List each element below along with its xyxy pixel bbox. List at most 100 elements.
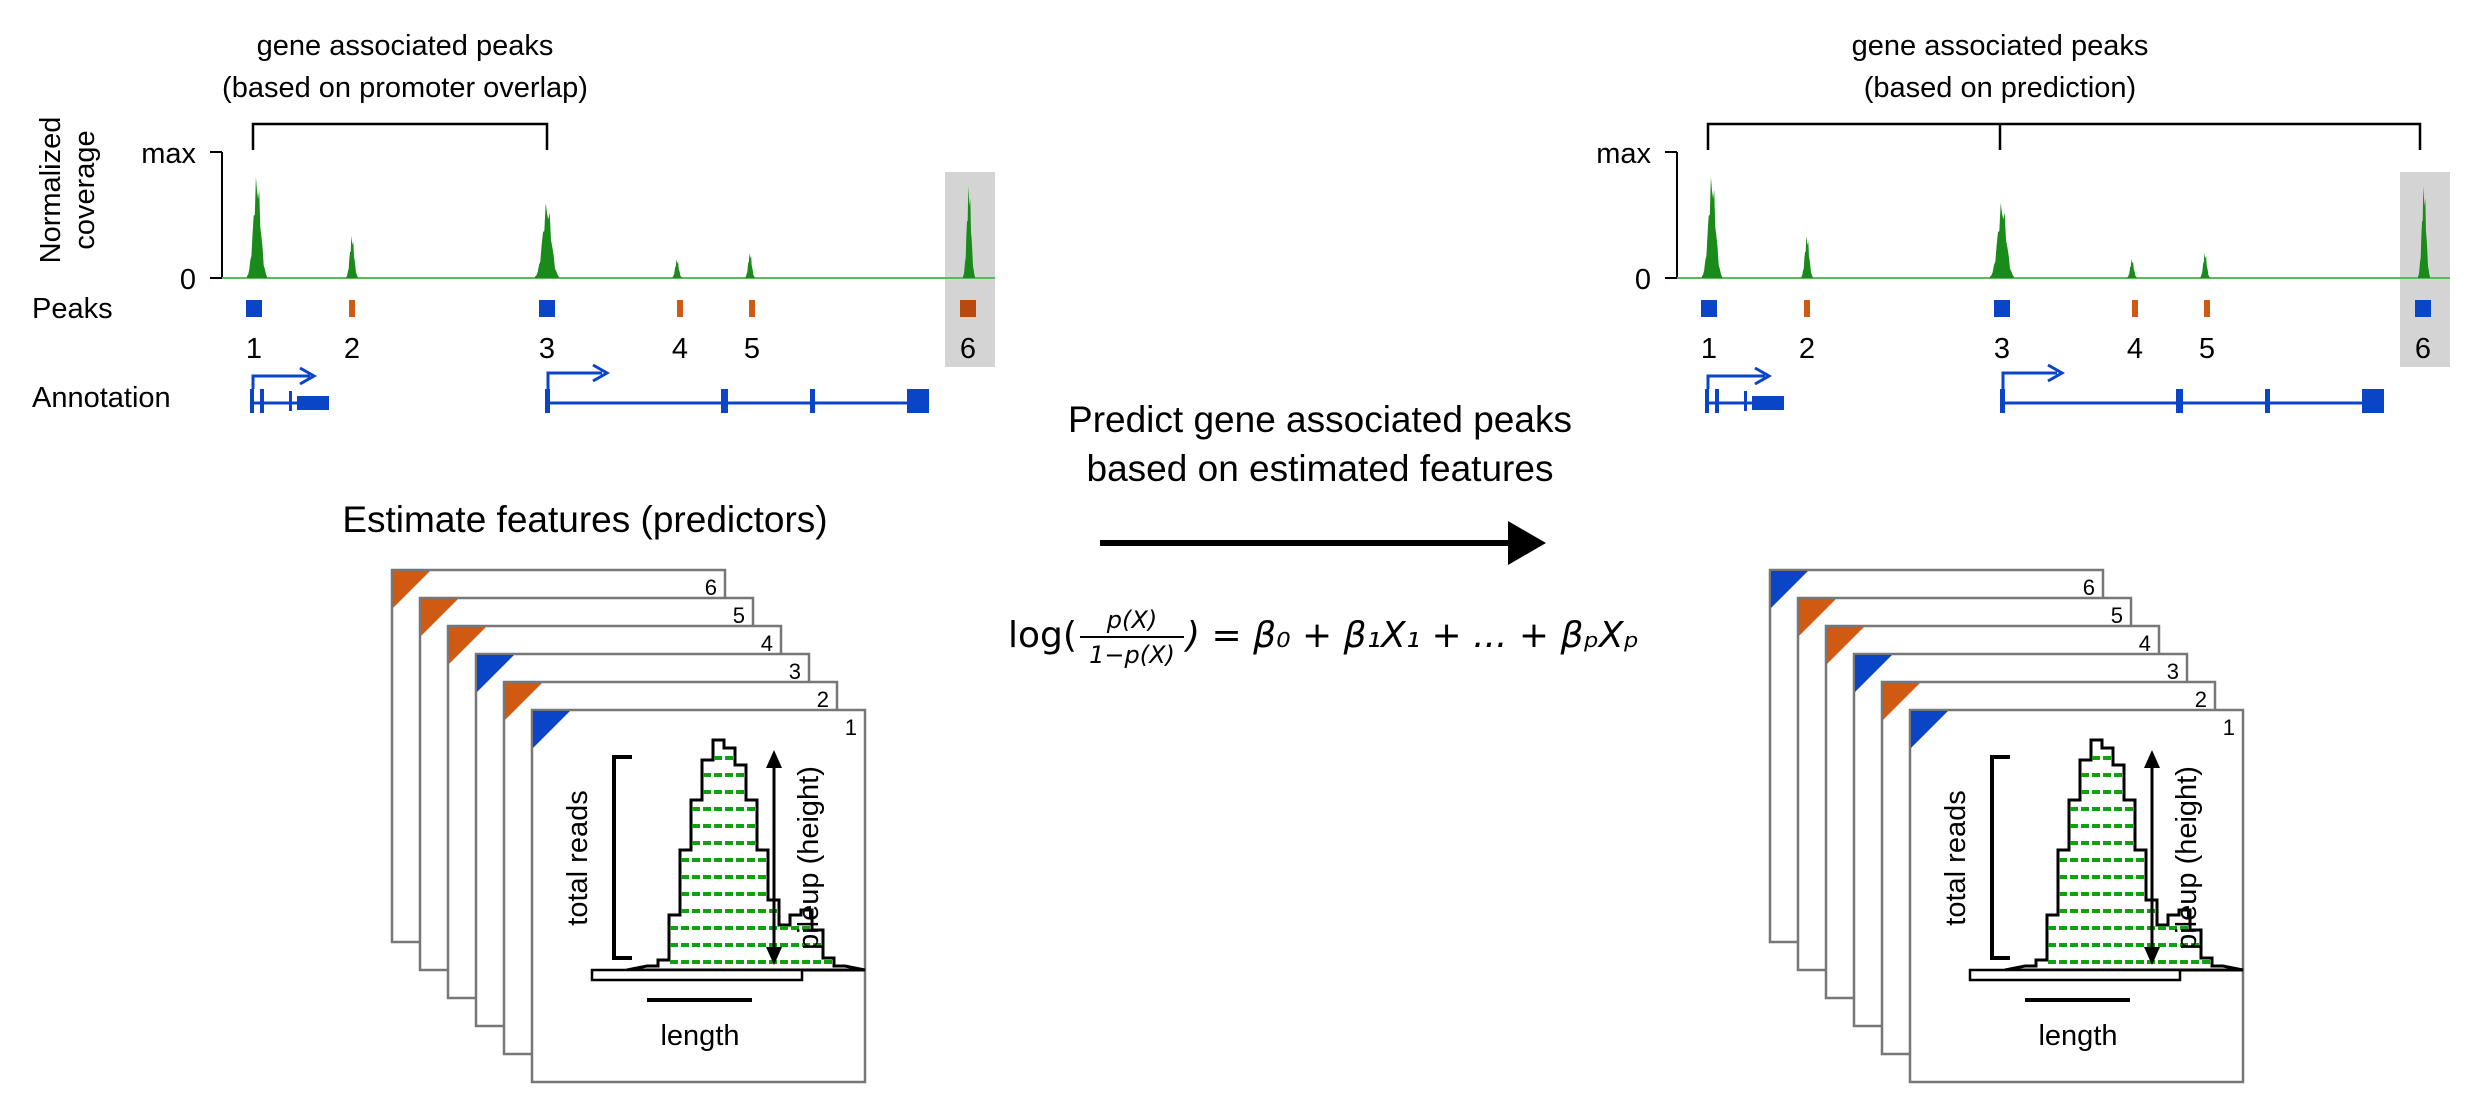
card-corner-orange [393, 571, 430, 608]
peak-number-1: 1 [246, 333, 262, 365]
y-tick-max: max [1596, 138, 1651, 170]
coverage-peak-1 [1702, 176, 1722, 278]
peak-number-2: 2 [344, 333, 360, 365]
total-reads-label: total reads [1940, 790, 1972, 925]
card-corner-orange [1883, 683, 1920, 720]
predict-text-line2: based on estimated features [1087, 448, 1554, 489]
card-number: 6 [705, 575, 717, 600]
prediction-step: Predict gene associated peaks based on e… [1008, 399, 1639, 669]
right-track-panel: gene associated peaks (based on predicti… [1596, 30, 2450, 413]
formula-numerator: p(X) [1106, 606, 1157, 634]
y-tick-zero: 0 [1635, 264, 1651, 296]
peak-number-3: 3 [1994, 333, 2010, 365]
peak-marker-4 [2132, 300, 2138, 317]
y-axis-label-line1: Normalized [35, 117, 67, 264]
card-number: 3 [789, 659, 801, 684]
formula-log: log( [1008, 615, 1077, 656]
card-number: 4 [2139, 631, 2151, 656]
features-title: Estimate features (predictors) [342, 499, 827, 540]
card-corner-blue [1855, 655, 1892, 692]
coverage-track [247, 176, 975, 278]
gene-annotation-track [250, 363, 929, 413]
feature-card-1: 1 total reads pileup (height) length [530, 708, 867, 1084]
coverage-peak-5 [745, 252, 755, 278]
card-corner-orange [505, 683, 542, 720]
card-corner-blue [533, 711, 570, 748]
card-corner-blue [1771, 571, 1808, 608]
card-corner-orange [421, 599, 458, 636]
coverage-peak-4 [2127, 259, 2137, 278]
coverage-peak-4 [672, 259, 682, 278]
peak-number-6: 6 [2415, 333, 2431, 365]
gene-bracket [1706, 122, 2422, 150]
peak-number-2: 2 [1799, 333, 1815, 365]
peak-number-3: 3 [539, 333, 555, 365]
coverage-peak-2 [346, 235, 358, 278]
card-number: 2 [2195, 687, 2207, 712]
total-reads-bracket [1990, 755, 2010, 960]
peak-marker-5 [749, 300, 755, 317]
coverage-track [1702, 176, 2430, 278]
card-number: 4 [761, 631, 773, 656]
peak-number-4: 4 [2127, 333, 2143, 365]
card-corner-blue [1911, 711, 1948, 748]
peak-marker-6 [960, 300, 976, 317]
bracket-title-line2: (based on prediction) [1864, 72, 2136, 104]
card-number: 2 [817, 687, 829, 712]
card-corner-orange [1827, 627, 1864, 664]
y-axis-label-line2: coverage [69, 130, 101, 249]
peak-marker-2 [1804, 300, 1810, 317]
pileup-label: pileup (height) [2171, 766, 2203, 950]
peak-number-4: 4 [672, 333, 688, 365]
formula-denominator: 1−p(X) [1089, 641, 1175, 669]
bracket-title-line2: (based on promoter overlap) [222, 72, 588, 104]
gene-annotation-track [1705, 363, 2384, 413]
pileup-label: pileup (height) [793, 766, 825, 950]
coverage-peak-2 [1801, 235, 1813, 278]
peak-marker-6 [2415, 300, 2431, 317]
peak-marker-3 [539, 300, 555, 317]
peak-number-1: 1 [1701, 333, 1717, 365]
peak-marker-1 [246, 300, 262, 317]
peaks-label: Peaks [32, 293, 113, 325]
coverage-peak-5 [2200, 252, 2210, 278]
bracket-title-line1: gene associated peaks [257, 30, 554, 62]
peak-number-5: 5 [2199, 333, 2215, 365]
feature-card-1: 1 total reads pileup (height) length [1908, 708, 2245, 1084]
peak-number-5: 5 [744, 333, 760, 365]
total-reads-bracket [612, 755, 632, 960]
logistic-formula: log( p(X) 1−p(X) ) = β₀ + β₁X₁ + ... + β… [1008, 606, 1639, 669]
card-corner-orange [1799, 599, 1836, 636]
formula-rhs: ) = β₀ + β₁X₁ + ... + βₚXₚ [1183, 615, 1639, 656]
bracket-title-line1: gene associated peaks [1852, 30, 2149, 62]
annotation-label: Annotation [32, 382, 171, 414]
length-label: length [2038, 1020, 2117, 1052]
prediction-arrow-head [1508, 521, 1546, 565]
length-label: length [660, 1020, 739, 1052]
coverage-peak-3 [1990, 203, 2014, 278]
predict-text-line1: Predict gene associated peaks [1068, 399, 1572, 440]
coverage-peak-1 [247, 176, 267, 278]
coverage-peak-3 [535, 203, 559, 278]
card-number: 3 [2167, 659, 2179, 684]
card-number: 5 [733, 603, 745, 628]
y-tick-max: max [141, 138, 196, 170]
peak-marker-2 [349, 300, 355, 317]
card-number: 1 [845, 715, 857, 740]
left-track-panel: gene associated peaks (based on promoter… [32, 30, 995, 414]
peak-markers: 1 2 3 4 5 6 [1701, 300, 2431, 365]
peak-marker-4 [677, 300, 683, 317]
gene-bracket [251, 122, 549, 150]
card-number: 1 [2223, 715, 2235, 740]
peak-marker-5 [2204, 300, 2210, 317]
card-number: 6 [2083, 575, 2095, 600]
card-corner-orange [449, 627, 486, 664]
card-number: 5 [2111, 603, 2123, 628]
peak-marker-1 [1701, 300, 1717, 317]
total-reads-label: total reads [562, 790, 594, 925]
card-corner-blue [477, 655, 514, 692]
coverage-peak-6 [963, 186, 975, 278]
